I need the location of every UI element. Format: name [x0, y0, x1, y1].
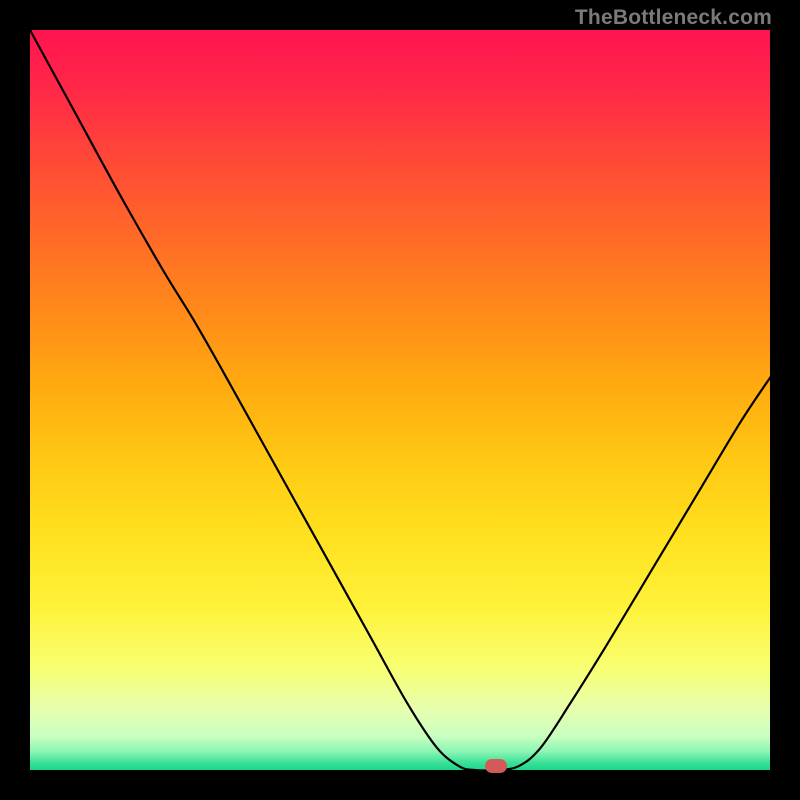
chart-frame: TheBottleneck.com: [0, 0, 800, 800]
optimal-point-marker: [485, 759, 507, 773]
bottleneck-curve: [30, 30, 770, 770]
watermark-text: TheBottleneck.com: [575, 6, 772, 30]
plot-area: [30, 30, 770, 770]
